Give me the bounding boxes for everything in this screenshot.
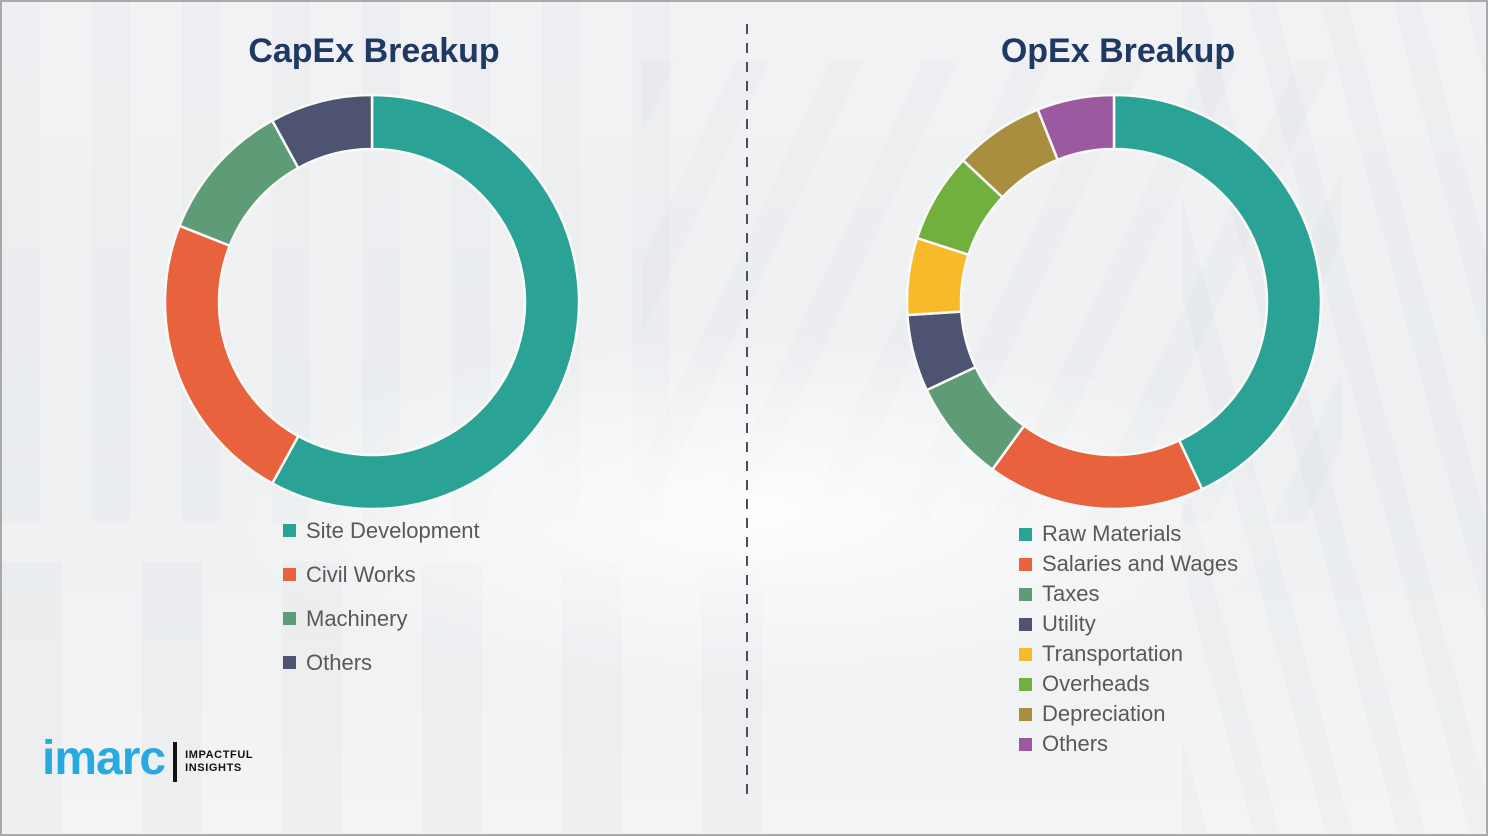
donut-segment-machinery (177, 118, 300, 248)
donut-segment-civil-works (163, 224, 300, 486)
donut-segment-site-development (270, 93, 581, 511)
imarc-logo: imarc IMPACTFUL INSIGHTS (42, 735, 253, 783)
legend-swatch-others (283, 656, 296, 669)
legend-swatch-salaries-and-wages (1019, 557, 1032, 571)
legend-item-site-development: Site Development (283, 516, 480, 545)
legend-label: Depreciation (1042, 701, 1166, 726)
legend-item-others: Others (1019, 729, 1238, 759)
legend-label: Site Development (306, 517, 480, 543)
imarc-brand-text: imarc (42, 732, 166, 785)
legend-label: Others (1042, 731, 1109, 756)
donut-segment-salaries-and-wages (990, 424, 1204, 511)
logo-tagline: IMPACTFUL INSIGHTS (185, 749, 253, 775)
capex-legend: Site Development Civil Works Machinery Othe… (283, 516, 480, 692)
logo-tagline-line2: INSIGHTS (185, 762, 242, 774)
legend-swatch-depreciation (1019, 707, 1032, 721)
legend-item-taxes: Taxes (1019, 579, 1238, 609)
legend-swatch-others (1019, 737, 1032, 751)
logo-divider-bar (173, 742, 178, 782)
opex-legend: Raw Materials Salaries and Wages Taxes Util… (1019, 519, 1238, 759)
legend-swatch-machinery (283, 612, 296, 625)
legend-swatch-site-development (283, 524, 296, 537)
opex-chart-title: OpEx Breakup (1000, 32, 1236, 70)
legend-swatch-utility (1019, 617, 1032, 631)
legend-label: Others (306, 649, 373, 675)
legend-item-transportation: Transportation (1019, 639, 1238, 669)
legend-item-overheads: Overheads (1019, 669, 1238, 699)
legend-label: Raw Materials (1042, 521, 1182, 546)
legend-swatch-taxes (1019, 587, 1032, 601)
legend-swatch-overheads (1019, 677, 1032, 691)
legend-item-machinery: Machinery (283, 604, 480, 633)
legend-label: Utility (1042, 611, 1096, 636)
donut-segment-others (270, 93, 374, 170)
legend-swatch-civil-works (283, 568, 296, 581)
legend-label: Civil Works (306, 561, 416, 587)
legend-label: Transportation (1042, 641, 1184, 666)
legend-item-raw-materials: Raw Materials (1019, 519, 1238, 549)
panel-divider (746, 24, 748, 796)
legend-item-salaries-and-wages: Salaries and Wages (1019, 549, 1238, 579)
capex-donut-chart (162, 92, 582, 512)
legend-label: Overheads (1042, 671, 1150, 696)
donut-segment-others (1036, 93, 1116, 162)
legend-label: Salaries and Wages (1042, 551, 1239, 576)
capex-chart-title: CapEx Breakup (248, 32, 500, 70)
capex-breakup-svg (163, 93, 581, 511)
logo-tagline-line1: IMPACTFUL (185, 749, 254, 761)
legend-item-depreciation: Depreciation (1019, 699, 1238, 729)
legend-label: Taxes (1042, 581, 1100, 606)
legend-item-others: Others (283, 648, 480, 677)
legend-label: Machinery (306, 605, 408, 631)
legend-item-utility: Utility (1019, 609, 1238, 639)
legend-swatch-raw-materials (1019, 527, 1032, 541)
legend-item-civil-works: Civil Works (283, 560, 480, 589)
donut-segment-raw-materials (1112, 93, 1323, 491)
legend-swatch-transportation (1019, 647, 1032, 661)
opex-donut-chart (904, 92, 1324, 512)
opex-breakup-svg (905, 93, 1323, 511)
